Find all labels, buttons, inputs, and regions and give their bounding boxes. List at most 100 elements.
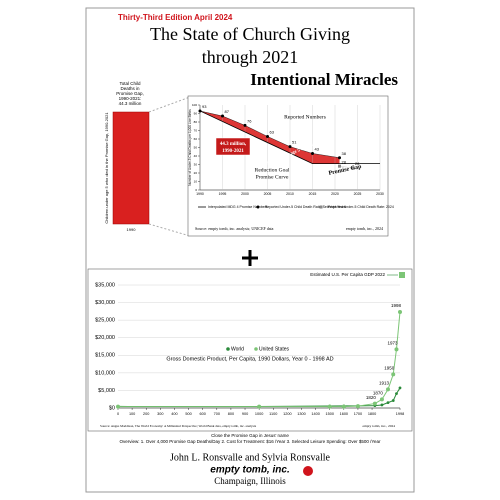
legend-swatch [226,347,230,351]
data-label: 63 [270,130,275,135]
data-point [338,156,341,160]
connector [148,223,191,237]
x-tick-label: 800 [228,412,234,416]
legend-label: Interpolated MDG 4 Promise Numbers [208,205,268,209]
y-tick-label: $10,000 [95,370,115,376]
subtitle: Intentional Miracles [250,70,398,89]
data-label: 87 [225,109,230,114]
x-tick-label: 1200 [283,412,291,416]
y-tick-label: 70 [194,128,198,132]
credit: empty tomb, inc., 2024 [346,226,383,232]
data-point [327,404,332,409]
plus-sign [242,250,258,266]
legend-label: Reported Under-5 Child Death Rate: Selec… [265,205,346,209]
y-tick-label: $0 [109,405,115,411]
annotation: Reduction Goal [255,167,290,173]
caption: Gross Domestic Product, Per Capita, 1990… [166,356,333,362]
data-point [341,404,346,409]
x-tick-label: 400 [171,412,177,416]
y-tick-label: 60 [194,137,198,141]
x-tick-label: 1400 [311,412,319,416]
y-tick-label: 90 [194,111,198,115]
annotation-box [215,137,251,156]
annotation: Promise Curve [256,174,289,180]
data-label: 93 [202,104,207,109]
death-column [112,111,150,225]
data-point [243,123,247,127]
data-point [257,404,262,409]
data-point [221,114,224,118]
promise-gap-area [200,110,340,164]
panel-title: Promise Gap, [116,91,144,96]
source: Source: empty tomb, inc. analysis; UNICE… [195,226,274,232]
title-line: through 2021 [202,47,299,67]
x-tick-label: 2000 [241,192,249,196]
y-tick-label: 40 [194,154,198,158]
data-point [266,134,269,138]
data-point [351,166,355,170]
x-tick-label: 900 [242,412,248,416]
year-label: 1913 [379,381,390,386]
annotation: 44.3 million, [220,142,247,147]
data-label: 76 [247,118,252,123]
x-tick-label: 2010 [286,192,294,196]
y-tick-label: 20 [194,171,198,175]
data-label: 51 [292,140,297,145]
y-tick-label: 80 [194,120,198,124]
y-tick-label: 30 [194,162,198,166]
y-tick-label: 50 [194,145,198,149]
data-point [372,401,377,406]
x-tick-label: 1000 [255,412,263,416]
data-label: 28 [342,159,347,164]
series-line [199,110,380,165]
y-axis-label: Number of Under-5 Child Deaths per 1,000… [188,109,192,186]
x-tick-label: 2030 [376,192,384,196]
annotation: Estimated U.S. Per Capita GDP 2022 [310,272,385,277]
y-tick-label: $5,000 [98,388,115,394]
legend-swatch [319,205,323,209]
y-tick-label: 10 [194,179,198,183]
x-tick-label: 1995 [219,192,227,196]
panel-bottom-label: 1990 [127,227,137,232]
data-label: 38 [342,151,347,156]
year-label: 1950 [384,366,395,371]
edition: Thirty-Third Edition April 2024 [118,13,233,22]
title-line: The State of Church Giving [150,24,350,44]
panel-title: Deaths in [120,86,140,91]
x-tick-label: 0 [117,412,119,416]
data-point [386,387,391,392]
data-point [398,386,402,390]
y-tick-label: 100 [192,103,197,107]
x-tick-label: 1100 [269,412,277,416]
data-point [288,145,292,149]
x-tick-label: 600 [200,412,206,416]
x-tick-label: 1600 [340,412,348,416]
x-tick-label: 2005 [264,192,272,196]
x-tick-label: 1300 [297,412,305,416]
data-point [380,403,384,407]
y-tick-label: $20,000 [95,335,115,341]
year-label: 1973 [387,341,398,346]
data-point [398,309,402,314]
x-tick-label: 2020 [331,192,339,196]
legend-label: United States [259,346,290,352]
y-tick-label: $35,000 [95,282,115,288]
panel-title: 1990-2021: [119,96,142,101]
legend-label: World [231,346,244,352]
data-point [116,404,120,409]
source: Source: Angus Maddison, The World Econom… [100,424,257,429]
series-line [339,166,354,169]
y-tick-label: $25,000 [95,318,115,324]
logo [303,466,313,476]
overview: Overview: 1. Over 4,000 Promise Gap Deat… [119,439,381,444]
x-tick-label: 700 [214,412,220,416]
data-point [394,347,399,352]
data-label: 26 [355,161,360,166]
y-tick-label: 0 [195,188,197,192]
publisher: empty tomb, inc. [210,465,289,476]
x-tick-label: 1990 [196,192,204,196]
data-point [198,109,202,113]
x-tick-label: 500 [185,412,191,416]
x-tick-label: 100 [129,412,135,416]
